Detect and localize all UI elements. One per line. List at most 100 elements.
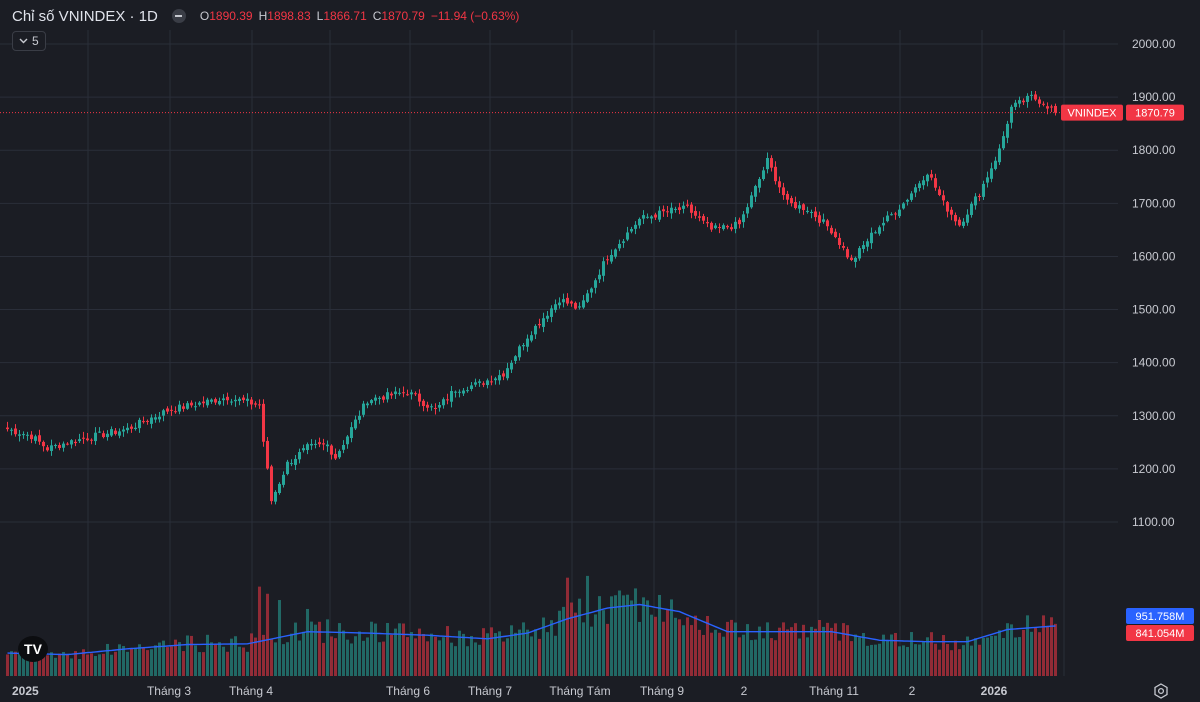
price-candle [110,429,113,436]
volume-tag-label: 841.054M [1136,628,1185,640]
volume-bar [830,627,833,676]
hide-dot-icon[interactable] [171,9,186,23]
price-candle [378,397,381,399]
volume-bar [834,623,837,676]
volume-bar [434,636,437,676]
price-candle [354,419,357,429]
price-candle [202,401,205,404]
volume-bar [802,624,805,676]
price-candle [686,204,689,206]
volume-bar [350,643,353,676]
volume-bar [302,631,305,676]
tradingview-logo-icon[interactable]: TV [18,636,48,662]
volume-bar [814,628,817,676]
price-candle [878,227,881,234]
volume-bar [22,652,25,676]
price-candle [222,398,225,401]
volume-bar [618,590,621,676]
volume-bar [118,644,121,676]
volume-bar [686,617,689,676]
interval-value: 5 [32,34,39,48]
volume-bar [926,637,929,676]
volume-bar [74,651,77,676]
price-candle [270,466,273,502]
volume-bar [518,629,521,676]
price-candle [654,214,657,218]
volume-bar [50,652,53,676]
volume-bar [534,629,537,676]
volume-bar [334,638,337,676]
price-candle [898,209,901,217]
volume-bar [190,635,193,676]
price-candle [998,148,1001,163]
price-candle [970,203,973,215]
volume-bar [70,658,73,676]
symbol-title[interactable]: Chỉ số VNINDEX · 1D [12,7,158,25]
volume-bar [994,635,997,676]
price-candle [330,445,333,455]
price-candle [458,391,461,393]
price-candle [470,385,473,389]
volume-bar [202,652,205,676]
price-candle [186,403,189,409]
interval-selector[interactable]: 5 [12,31,46,51]
price-candle [758,179,761,188]
ohlc-values: O1890.39 H1898.83 L1866.71 C1870.79 −11.… [200,9,519,23]
volume-bar [490,627,493,676]
open-label: O [199,9,210,23]
y-tick-label: 1800.00 [1132,143,1176,157]
price-candle [238,398,241,401]
volume-bar [582,622,585,676]
price-candle [906,199,909,202]
price-candle [346,436,349,445]
price-candle [374,397,377,401]
volume-bar [870,644,873,676]
volume-bar [954,640,957,676]
volume-bar [1038,632,1041,676]
settings-gear-icon[interactable] [1153,683,1169,699]
price-candle [914,187,917,193]
volume-bar [386,623,389,676]
volume-bar [862,633,865,676]
price-candle [958,219,961,226]
volume-bar [454,646,457,676]
price-candle [258,404,261,406]
price-candle [318,442,321,445]
volume-bar [854,634,857,676]
price-candle [410,392,413,395]
price-candle [962,221,965,226]
volume-bar [142,647,145,676]
price-candle [870,232,873,244]
x-tick-label: Tháng Tám [549,684,610,698]
price-candle [194,406,197,408]
volume-bar [782,622,785,676]
volume-bar [494,633,497,676]
volume-bar [226,651,229,676]
price-candle [538,323,541,326]
price-candle [954,215,957,222]
volume-bar [586,575,589,676]
price-candle [214,399,217,403]
volume-bar [626,594,629,676]
volume-bar [890,634,893,676]
volume-bar [82,649,85,676]
volume-bar [110,654,113,676]
volume-bar [206,634,209,676]
price-candle [182,406,185,409]
price-candle [22,434,25,436]
price-candle [190,402,193,406]
volume-bar [590,626,593,676]
volume-bar [526,629,529,676]
volume-bar [898,646,901,676]
price-candle [526,338,529,347]
volume-bar [786,629,789,676]
x-tick-label: 2 [741,684,748,698]
high-value: 1898.83 [267,9,311,23]
volume-bar [394,628,397,676]
volume-bar [678,619,681,676]
volume-bar [182,651,185,676]
price-candle [474,382,477,385]
price-candle [94,432,97,442]
price-candle [442,399,445,406]
